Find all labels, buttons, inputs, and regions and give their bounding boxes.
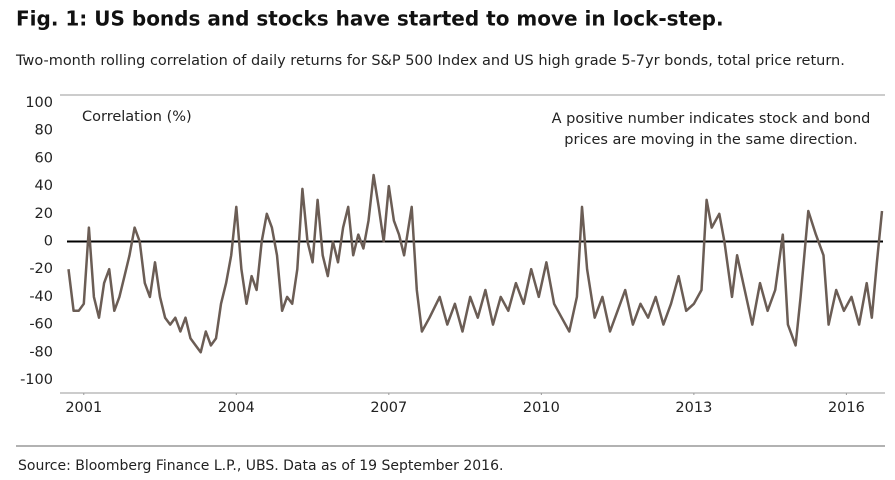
x-tick-label: 2001	[65, 400, 102, 416]
y-axis-label: Correlation (%)	[82, 109, 192, 125]
label-bg	[74, 106, 204, 128]
y-tick-label: 0	[44, 234, 53, 250]
chart-title: Fig. 1: US bonds and stocks have started…	[16, 7, 724, 31]
x-tick-label: 2016	[828, 400, 865, 416]
y-tick-label: 100	[25, 95, 53, 111]
data-line	[67, 173, 884, 354]
y-tick-label: 40	[35, 178, 53, 194]
x-tick-label: 2013	[675, 400, 712, 416]
y-tick-label: -40	[29, 289, 53, 305]
y-tick-label: -80	[29, 344, 53, 360]
x-tick-label: 2010	[523, 400, 560, 416]
chart-subtitle: Two-month rolling correlation of daily r…	[15, 53, 845, 69]
x-tick-label: 2007	[370, 400, 407, 416]
x-tick-label: 2004	[218, 400, 255, 416]
y-tick-label: 80	[35, 123, 53, 139]
annotation-bg	[535, 106, 880, 151]
y-tick-label: -100	[20, 372, 53, 388]
annotation: A positive number indicates stock and bo…	[552, 111, 871, 127]
annotation: prices are moving in the same direction.	[564, 132, 857, 148]
y-tick-label: -60	[29, 317, 53, 333]
y-tick-label: 20	[35, 206, 53, 222]
y-tick-label: -20	[29, 261, 53, 277]
y-tick-label: 60	[35, 150, 53, 166]
source: Source: Bloomberg Finance L.P., UBS. Dat…	[18, 458, 503, 474]
